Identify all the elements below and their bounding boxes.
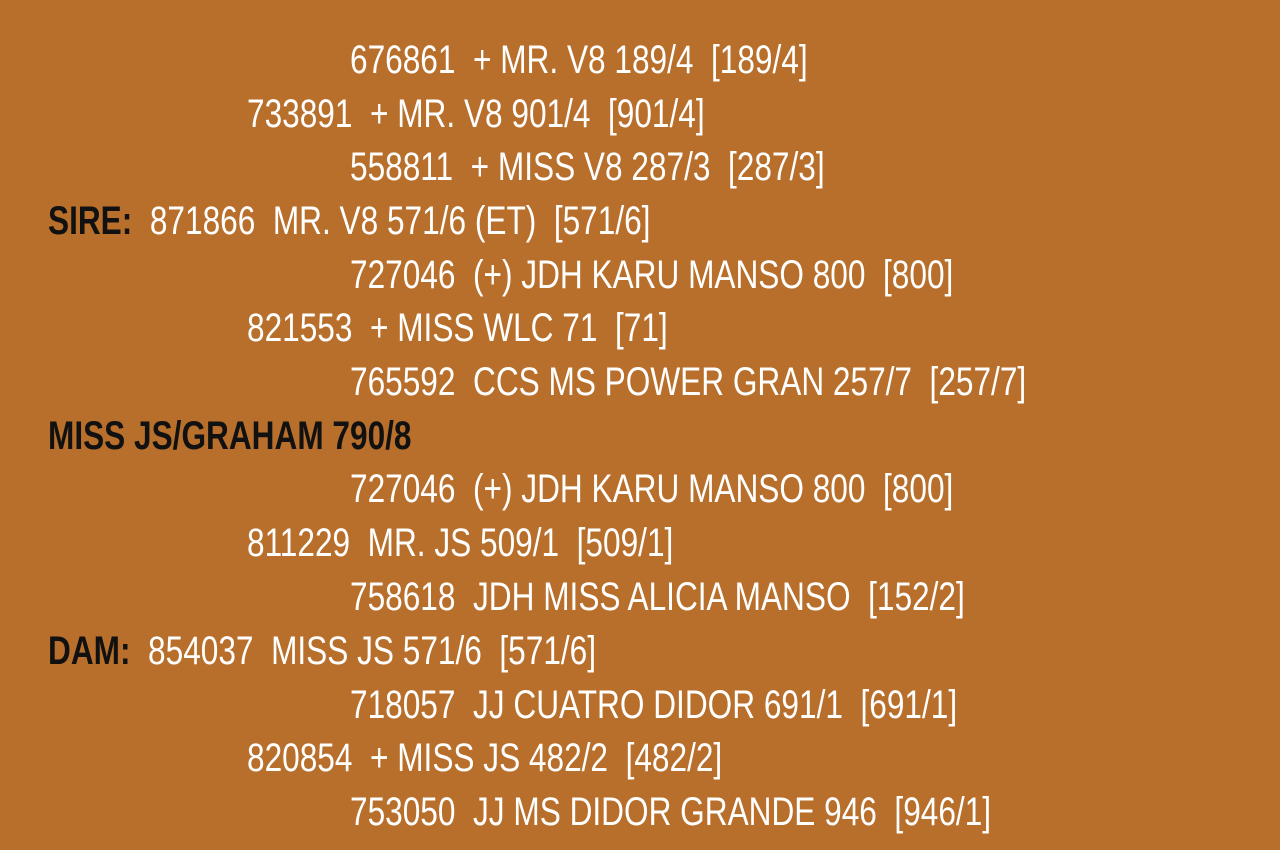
subject-name: MISS JS/GRAHAM 790/8 (48, 414, 412, 458)
ancestor-sire-dam-dam: 765592 CCS MS POWER GRAN 257/7 [257/7] (350, 360, 1027, 404)
ancestor-sire-sire: 733891 + MR. V8 901/4 [901/4] (247, 92, 705, 136)
ancestor-dam-sire-sire: 727046 (+) JDH KARU MANSO 800 [800] (350, 467, 954, 511)
dam-text: 854037 MISS JS 571/6 [571/6] (148, 629, 597, 673)
ancestor-dam-dam-dam: 753050 JJ MS DIDOR GRANDE 946 [946/1] (350, 790, 992, 834)
ancestor-sire-sire-sire: 676861 + MR. V8 189/4 [189/4] (350, 38, 808, 82)
dam-label: DAM: (48, 629, 131, 673)
ancestor-sire-sire-dam: 558811 + MISS V8 287/3 [287/3] (350, 145, 825, 189)
ancestor-dam-sire: 811229 MR. JS 509/1 [509/1] (247, 521, 674, 565)
ancestor-sire-dam: 821553 + MISS WLC 71 [71] (247, 306, 668, 350)
ancestor-dam-dam: 820854 + MISS JS 482/2 [482/2] (247, 736, 723, 780)
sire-text: 871866 MR. V8 571/6 (ET) [571/6] (149, 199, 651, 243)
dam-row: DAM: 854037 MISS JS 571/6 [571/6] (48, 624, 596, 678)
sire-label: SIRE: (48, 199, 133, 243)
ancestor-sire-dam-sire: 727046 (+) JDH KARU MANSO 800 [800] (350, 253, 954, 297)
sire-row: SIRE: 871866 MR. V8 571/6 (ET) [571/6] (48, 194, 650, 248)
ancestor-dam-dam-sire: 718057 JJ CUATRO DIDOR 691/1 [691/1] (350, 683, 958, 727)
ancestor-dam-sire-dam: 758618 JDH MISS ALICIA MANSO [152/2] (350, 575, 965, 619)
